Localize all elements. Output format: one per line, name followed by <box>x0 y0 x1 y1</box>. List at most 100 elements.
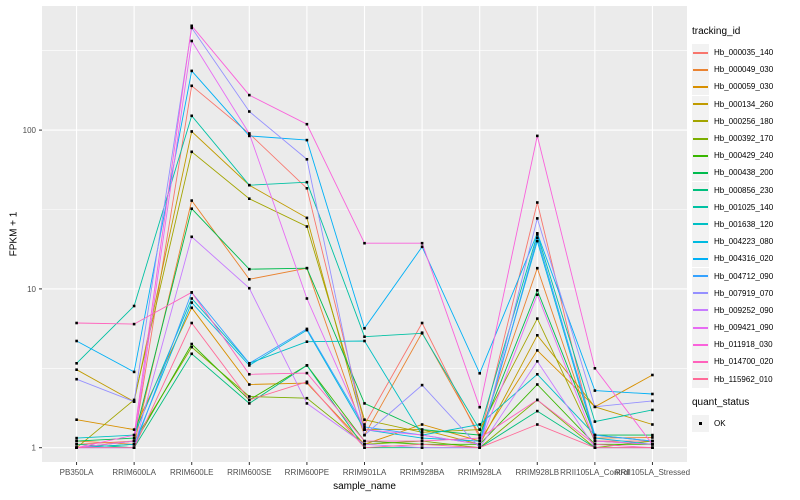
data-point <box>420 439 424 443</box>
legend-key-line <box>693 378 708 381</box>
data-point <box>536 383 539 386</box>
data-point <box>593 436 597 440</box>
data-point <box>190 207 193 210</box>
data-point <box>190 345 193 349</box>
data-point <box>536 236 539 239</box>
legend-item-label: Hb_001638_120 <box>714 219 774 229</box>
legend-key-line <box>693 223 708 226</box>
data-point <box>248 395 251 398</box>
x-tick-label: RRIM928BA <box>400 468 445 477</box>
legend-key-line <box>693 85 708 88</box>
legend-item-Hb_007919_070: Hb_007919_070 <box>692 284 798 302</box>
data-point <box>190 297 193 300</box>
legend-item-Hb_000429_240: Hb_000429_240 <box>692 147 798 165</box>
y-axis-title: FPKM + 1 <box>8 211 20 257</box>
legend-key-swatch <box>692 233 709 251</box>
data-point <box>305 297 309 300</box>
legend-item-quant-ok: OK <box>692 414 798 432</box>
data-point <box>248 383 251 386</box>
legend-item-Hb_009252_090: Hb_009252_090 <box>692 301 798 319</box>
data-point <box>248 286 251 290</box>
legend-item-Hb_115962_010: Hb_115962_010 <box>692 370 798 388</box>
legend-item-label: Hb_000856_230 <box>714 185 774 195</box>
data-point <box>132 443 136 446</box>
data-point <box>536 232 539 235</box>
legend-item-Hb_000059_030: Hb_000059_030 <box>692 78 798 96</box>
legend-key-swatch <box>692 78 709 96</box>
data-point <box>420 428 424 431</box>
data-point <box>536 239 539 243</box>
x-tick-label: RRIM600SE <box>227 468 271 477</box>
data-point <box>248 110 251 113</box>
data-point <box>478 436 481 440</box>
data-point <box>132 400 136 403</box>
data-point <box>305 187 309 190</box>
data-point <box>420 241 424 245</box>
data-point <box>363 425 366 429</box>
data-point <box>248 197 251 200</box>
data-point <box>132 436 136 440</box>
legend-item-label: Hb_000035_140 <box>714 48 774 58</box>
data-point <box>536 334 539 337</box>
legend-key-swatch <box>692 95 709 113</box>
data-point <box>363 428 366 431</box>
legend-item-label: Hb_000392_170 <box>714 134 774 144</box>
data-point <box>305 402 309 405</box>
data-point <box>190 306 193 310</box>
data-point <box>363 402 366 405</box>
data-point <box>75 439 78 443</box>
legend-item-Hb_000049_030: Hb_000049_030 <box>692 61 798 79</box>
legend-item-label: Hb_011918_030 <box>714 340 773 350</box>
legend-shape-items: OK <box>692 414 798 432</box>
legend-item-label: Hb_007919_070 <box>714 288 774 298</box>
legend-key-line <box>693 103 708 106</box>
legend-item-Hb_000856_230: Hb_000856_230 <box>692 181 798 199</box>
data-point <box>248 183 251 187</box>
data-point <box>248 267 251 271</box>
data-point <box>363 339 366 343</box>
legend-key-line <box>693 326 708 329</box>
data-point <box>536 398 539 402</box>
data-point <box>593 443 597 446</box>
data-point <box>190 130 193 133</box>
legend-key-swatch <box>692 61 709 79</box>
legend-key-line <box>693 189 708 192</box>
data-point <box>75 377 78 381</box>
data-point <box>536 217 539 220</box>
data-point <box>132 304 136 308</box>
legend-item-Hb_011918_030: Hb_011918_030 <box>692 336 798 354</box>
data-point <box>420 431 424 434</box>
data-point <box>190 24 193 28</box>
data-point <box>305 158 309 161</box>
data-point <box>478 372 481 375</box>
data-point <box>248 278 251 281</box>
data-point <box>363 335 366 338</box>
legend-item-Hb_000438_200: Hb_000438_200 <box>692 164 798 182</box>
data-point <box>363 327 366 330</box>
x-tick-label: RRIM600LA <box>112 468 156 477</box>
data-point <box>305 122 309 126</box>
data-point <box>190 321 193 325</box>
data-point <box>248 93 251 97</box>
data-point <box>190 39 193 43</box>
data-point <box>593 420 597 423</box>
data-point <box>536 373 539 376</box>
legend-key-line <box>693 68 708 71</box>
data-point <box>478 443 481 446</box>
legend-item-Hb_004223_080: Hb_004223_080 <box>692 233 798 251</box>
legend-item-Hb_000392_170: Hb_000392_170 <box>692 130 798 148</box>
legend-key-line <box>693 137 708 140</box>
data-point <box>420 321 424 325</box>
legend-key-swatch <box>692 267 709 285</box>
y-tick-label: 1 <box>32 444 37 453</box>
legend-key-line <box>693 171 708 174</box>
data-point <box>190 69 193 73</box>
legend-item-Hb_001025_140: Hb_001025_140 <box>692 198 798 216</box>
data-point <box>305 396 309 400</box>
data-point <box>651 373 654 377</box>
data-point <box>305 380 309 384</box>
data-point <box>363 241 366 245</box>
legend-key-swatch <box>692 147 709 165</box>
data-point <box>593 446 597 449</box>
legend-key-swatch <box>692 319 709 337</box>
